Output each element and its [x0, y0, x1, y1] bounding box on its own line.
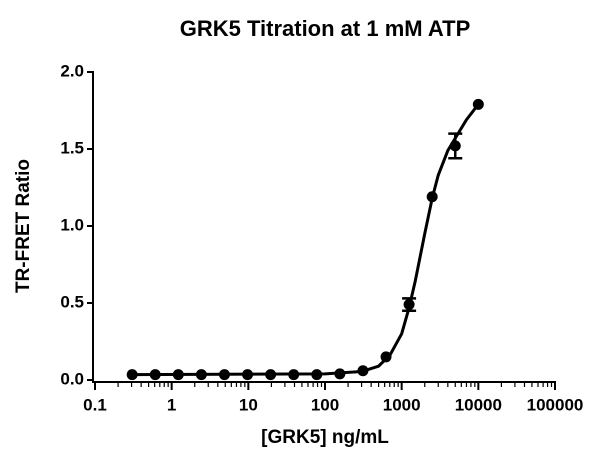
x-tick-label: 0.1 — [83, 395, 107, 414]
data-point — [311, 369, 323, 381]
y-axis-title: TR-FRET Ratio — [13, 159, 34, 293]
data-point — [449, 140, 461, 152]
data-point — [242, 369, 254, 381]
x-tick-label: 1000 — [383, 395, 421, 414]
data-point — [426, 191, 438, 203]
data-point — [334, 368, 346, 380]
x-tick-label: 100 — [311, 395, 339, 414]
y-tick-label: 1.0 — [60, 215, 84, 234]
chart-title: GRK5 Titration at 1 mM ATP — [180, 16, 471, 41]
data-point — [195, 369, 207, 381]
data-point — [472, 98, 484, 110]
x-tick-label: 100000 — [527, 395, 584, 414]
x-axis-title: [GRK5] ng/mL — [261, 427, 389, 448]
data-point — [172, 369, 184, 381]
x-tick-label: 1 — [167, 395, 176, 414]
x-tick-label: 10 — [239, 395, 258, 414]
data-point — [149, 369, 161, 381]
data-point — [288, 369, 300, 381]
data-point — [126, 369, 138, 381]
data-point — [265, 369, 277, 381]
data-point — [380, 351, 392, 363]
data-point — [218, 369, 230, 381]
data-point — [403, 299, 415, 311]
y-tick-label: 2.0 — [60, 61, 84, 80]
x-tick-label: 10000 — [455, 395, 502, 414]
data-point — [357, 365, 369, 377]
fit-curve — [131, 103, 480, 377]
y-tick-label: 0.5 — [60, 292, 84, 311]
y-tick-label: 0.0 — [60, 369, 84, 388]
y-tick-label: 1.5 — [60, 138, 84, 157]
